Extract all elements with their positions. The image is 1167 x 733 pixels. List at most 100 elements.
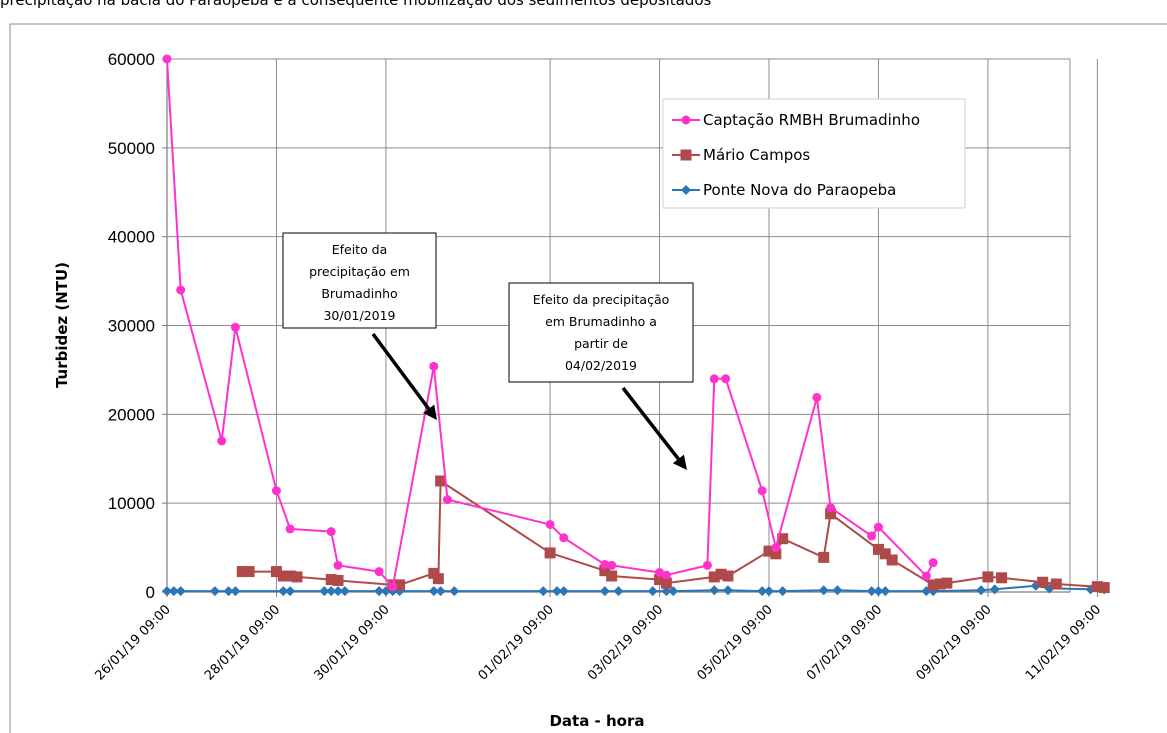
annotation-arrow-shaft bbox=[371, 332, 431, 410]
data-point bbox=[223, 586, 234, 597]
y-tick-label: 10000 bbox=[108, 494, 155, 513]
x-tick-label: 07/02/19 09:00 bbox=[804, 602, 885, 683]
annotation-line: Brumadinho bbox=[321, 286, 397, 301]
data-point bbox=[777, 533, 789, 545]
data-point bbox=[332, 574, 344, 586]
annotation-line: Efeito da precipitação bbox=[533, 292, 670, 307]
x-tick-label: 03/02/19 09:00 bbox=[585, 602, 666, 683]
data-point bbox=[867, 531, 877, 541]
data-point bbox=[702, 560, 712, 570]
data-point bbox=[544, 547, 556, 559]
data-point bbox=[647, 586, 658, 597]
data-point bbox=[291, 571, 303, 583]
data-point bbox=[757, 486, 767, 496]
data-point bbox=[722, 585, 733, 596]
data-point bbox=[429, 361, 439, 371]
data-point bbox=[721, 374, 731, 384]
data-point bbox=[326, 586, 337, 597]
data-point bbox=[982, 571, 994, 583]
y-tick-label: 60000 bbox=[108, 50, 155, 69]
data-point bbox=[606, 570, 618, 582]
data-point bbox=[285, 586, 296, 597]
data-point bbox=[872, 543, 884, 555]
data-point bbox=[168, 586, 179, 597]
data-point bbox=[709, 374, 719, 384]
data-point bbox=[866, 586, 877, 597]
data-point bbox=[284, 570, 296, 582]
data-point bbox=[326, 527, 336, 537]
data-point bbox=[558, 586, 569, 597]
data-point bbox=[832, 585, 843, 596]
annotation-1: Efeito da precipitação em Brumadinho 30/01/… bbox=[282, 232, 437, 420]
data-point bbox=[655, 567, 665, 577]
y-tick-label: 40000 bbox=[108, 228, 155, 247]
legend-box bbox=[662, 98, 966, 209]
data-point bbox=[660, 577, 672, 589]
data-point bbox=[722, 570, 734, 582]
series-layer bbox=[162, 54, 1110, 597]
annotation-line: Efeito da bbox=[332, 242, 388, 257]
data-point bbox=[271, 486, 281, 496]
data-point bbox=[333, 586, 344, 597]
chart-frame bbox=[9, 23, 1167, 733]
y-tick-label: 20000 bbox=[108, 405, 155, 424]
data-point bbox=[873, 522, 883, 532]
data-point bbox=[826, 503, 836, 513]
data-point bbox=[277, 570, 289, 582]
annotation-2: Efeito da precipitação em Brumadinho a par… bbox=[508, 282, 694, 470]
data-point bbox=[243, 566, 255, 578]
data-point bbox=[886, 554, 898, 566]
legend-marker bbox=[680, 149, 692, 161]
data-point bbox=[599, 565, 611, 577]
data-point bbox=[996, 572, 1008, 584]
data-point bbox=[236, 566, 248, 578]
annotation-line: 04/02/2019 bbox=[565, 358, 637, 373]
data-point bbox=[217, 436, 227, 446]
data-point bbox=[818, 551, 830, 563]
y-tick-label: 50000 bbox=[108, 139, 155, 158]
data-point bbox=[374, 567, 384, 577]
legend: Captação RMBH Brumadinho Mário Campos Pont… bbox=[662, 98, 966, 209]
data-point bbox=[976, 585, 987, 596]
data-point bbox=[880, 586, 891, 597]
data-point bbox=[285, 524, 295, 534]
series-line bbox=[167, 584, 1105, 593]
data-point bbox=[559, 533, 569, 543]
annotation-line: precipitação em bbox=[309, 264, 410, 279]
data-point bbox=[818, 585, 829, 596]
data-point bbox=[1050, 578, 1062, 590]
data-point bbox=[1091, 581, 1103, 593]
series-ponte-nova bbox=[162, 580, 1110, 597]
data-point bbox=[551, 586, 562, 597]
data-point bbox=[230, 586, 241, 597]
data-point bbox=[432, 573, 444, 585]
data-point bbox=[873, 586, 884, 597]
data-point bbox=[661, 570, 671, 580]
data-point bbox=[435, 475, 447, 487]
data-point bbox=[1098, 582, 1110, 594]
y-axis-title: Turbidez (NTU) bbox=[53, 262, 71, 388]
data-point bbox=[989, 584, 1000, 595]
data-point bbox=[613, 586, 624, 597]
data-point bbox=[339, 586, 350, 597]
x-axis-title: Data - hora bbox=[549, 712, 644, 730]
data-point bbox=[230, 322, 240, 332]
annotation-box bbox=[282, 232, 437, 329]
data-point bbox=[1037, 576, 1049, 588]
data-point bbox=[599, 586, 610, 597]
data-point bbox=[771, 543, 781, 553]
data-point bbox=[607, 560, 617, 570]
data-point bbox=[270, 566, 282, 578]
x-tick-label: 09/02/19 09:00 bbox=[913, 602, 994, 683]
data-point bbox=[538, 586, 549, 597]
y-tick-label: 30000 bbox=[108, 317, 155, 336]
data-point bbox=[175, 586, 186, 597]
data-point bbox=[928, 558, 938, 568]
data-point bbox=[770, 548, 782, 560]
data-point bbox=[709, 585, 720, 596]
data-point bbox=[757, 586, 768, 597]
data-point bbox=[764, 586, 774, 597]
annotation-line: partir de bbox=[574, 336, 628, 351]
y-tick-label: 0 bbox=[146, 583, 155, 602]
